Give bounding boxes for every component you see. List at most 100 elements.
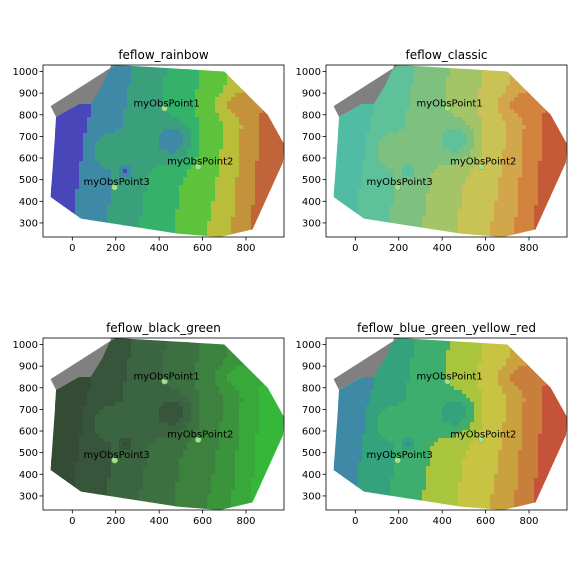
contour-cell xyxy=(83,157,88,162)
contour-cell xyxy=(223,213,228,218)
contour-cell xyxy=(199,89,204,94)
contour-cell xyxy=(99,201,104,206)
contour-cell xyxy=(147,209,152,214)
contour-cell xyxy=(510,209,515,214)
contour-cell xyxy=(119,165,124,170)
contour-cell xyxy=(350,189,355,194)
contour-cell xyxy=(55,145,60,150)
contour-cell xyxy=(243,133,248,138)
contour-cell xyxy=(498,109,503,114)
contour-cell xyxy=(534,145,539,150)
contour-cell xyxy=(482,133,487,138)
contour-cell xyxy=(482,197,487,202)
contour-cell xyxy=(263,181,268,186)
contour-cell xyxy=(267,169,272,174)
contour-cell xyxy=(127,173,132,178)
contour-cell xyxy=(163,141,168,146)
contour-cell xyxy=(243,125,248,130)
contour-cell xyxy=(127,117,132,122)
contour-cell xyxy=(123,125,128,130)
contour-cell xyxy=(470,113,475,118)
contour-cell xyxy=(490,149,495,154)
contour-cell xyxy=(506,145,511,150)
contour-cell xyxy=(151,213,156,218)
contour-cell xyxy=(71,173,76,178)
contour-cell xyxy=(518,165,523,170)
contour-cell xyxy=(115,209,120,214)
contour-cell xyxy=(199,153,204,158)
contour-cell xyxy=(422,93,427,98)
contour-cell xyxy=(231,109,236,114)
contour-cell xyxy=(83,189,88,194)
contour-cell xyxy=(498,161,503,166)
contour-cell xyxy=(406,173,411,178)
contour-cell xyxy=(406,133,411,138)
contour-cell xyxy=(83,193,88,198)
contour-cell xyxy=(147,69,152,74)
contour-cell xyxy=(470,217,475,222)
contour-cell xyxy=(215,229,220,234)
contour-cell xyxy=(63,157,68,162)
contour-cell xyxy=(235,105,240,110)
contour-cell xyxy=(235,89,240,94)
contour-cell xyxy=(394,65,399,70)
contour-cell xyxy=(215,205,220,210)
contour-cell xyxy=(374,173,379,178)
contour-cell xyxy=(215,145,220,150)
contour-cell xyxy=(159,145,164,150)
contour-cell xyxy=(127,165,132,170)
contour-cell xyxy=(163,133,168,138)
contour-cell xyxy=(534,153,539,158)
contour-cell xyxy=(163,69,168,74)
contour-cell xyxy=(267,157,272,162)
contour-cell xyxy=(414,153,419,158)
contour-cell xyxy=(75,153,80,158)
contour-cell xyxy=(123,141,128,146)
contour-cell xyxy=(259,113,264,118)
contour-cell xyxy=(119,193,124,198)
contour-cell xyxy=(394,221,399,226)
contour-cell xyxy=(111,77,116,82)
contour-cell xyxy=(227,93,232,98)
contour-cell xyxy=(203,181,208,186)
contour-cell xyxy=(163,89,168,94)
contour-cell xyxy=(195,77,200,82)
contour-cell xyxy=(243,193,248,198)
contour-cell xyxy=(235,193,240,198)
contour-cell xyxy=(87,113,92,118)
contour-cell xyxy=(382,197,387,202)
contour-cell xyxy=(87,145,92,150)
contour-cell xyxy=(207,129,212,134)
contour-cell xyxy=(203,201,208,206)
contour-cell xyxy=(235,177,240,182)
contour-cell xyxy=(131,105,136,110)
contour-cell xyxy=(251,217,256,222)
contour-cell xyxy=(139,81,144,86)
contour-cell xyxy=(215,85,220,90)
contour-cell xyxy=(103,121,108,126)
contour-cell xyxy=(418,173,423,178)
contour-cell xyxy=(167,149,172,154)
contour-cell xyxy=(131,173,136,178)
contour-cell xyxy=(207,193,212,198)
contour-cell xyxy=(83,113,88,118)
contour-cell xyxy=(75,137,80,142)
contour-cell xyxy=(71,157,76,162)
obs-point-marker xyxy=(194,163,202,170)
contour-cell xyxy=(75,213,80,218)
contour-cell xyxy=(195,117,200,122)
contour-cell xyxy=(478,193,483,198)
contour-cell xyxy=(191,153,196,158)
contour-cell xyxy=(239,129,244,134)
contour-cell xyxy=(243,221,248,226)
contour-cell xyxy=(398,193,403,198)
contour-cell xyxy=(147,133,152,138)
contour-cell xyxy=(75,117,80,122)
contour-cell xyxy=(111,101,116,106)
contour-cell xyxy=(426,157,431,162)
contour-cell xyxy=(514,177,519,182)
contour-cell xyxy=(342,165,347,170)
contour-cell xyxy=(95,129,100,134)
contour-cell xyxy=(370,105,375,110)
contour-cell xyxy=(534,201,539,206)
